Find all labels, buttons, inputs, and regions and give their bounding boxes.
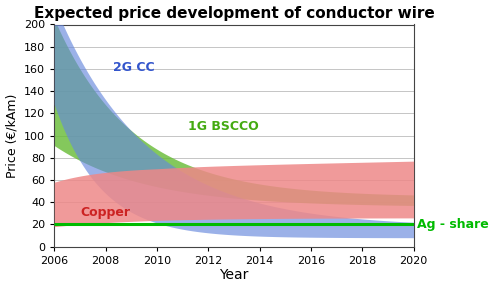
Text: Copper: Copper xyxy=(80,206,130,219)
Text: Ag - share: Ag - share xyxy=(417,218,489,231)
Title: Expected price development of conductor wire: Expected price development of conductor … xyxy=(34,5,434,20)
Y-axis label: Price (€/kAm): Price (€/kAm) xyxy=(5,93,18,178)
Text: 1G BSCCO: 1G BSCCO xyxy=(188,120,258,133)
Text: 2G CC: 2G CC xyxy=(113,61,155,74)
X-axis label: Year: Year xyxy=(219,268,248,283)
